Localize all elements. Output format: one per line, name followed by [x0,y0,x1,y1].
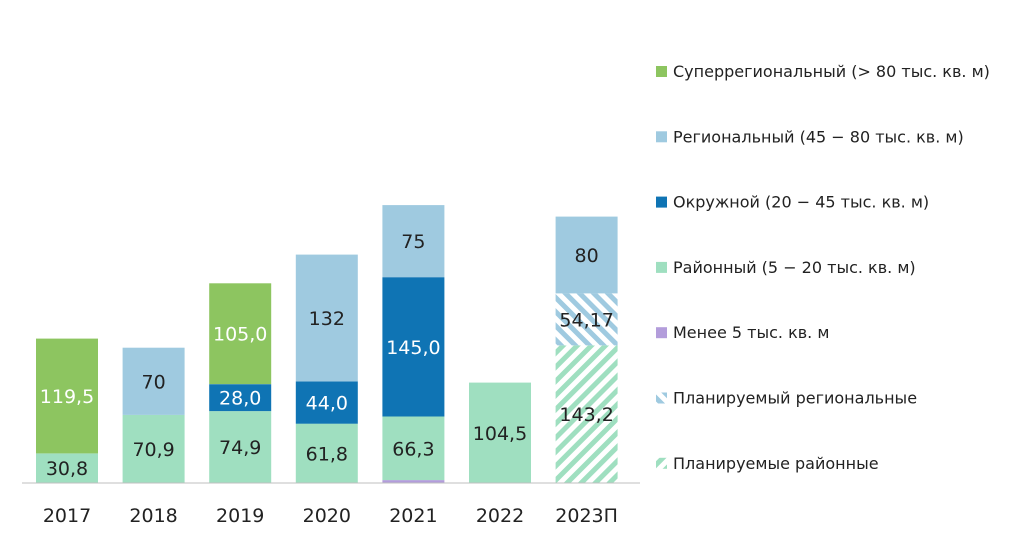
bar-district-2018 [122,414,185,483]
bar-regional-2023П [555,216,618,294]
legend: Суперрегиональный (> 80 тыс. кв. м) Регио… [656,62,990,473]
x-tick-labels-group: 2017 2018 2019 2020 2021 2022 2023П [43,505,618,527]
legend-label-district: Районный (5 − 20 тыс. кв. м) [673,258,916,277]
x-tick-label-2021: 2021 [389,505,437,527]
bar-district-2022 [469,382,531,483]
x-tick-label-2017: 2017 [43,505,91,527]
x-tick-label-2018: 2018 [129,505,177,527]
data-label-district-2017: 30,8 [46,458,88,480]
bar-small-2021 [382,480,445,483]
legend-swatch-regional [656,131,667,143]
legend-label-okrug: Окружной (20 − 45 тыс. кв. м) [673,193,929,212]
bar-okrug-2019 [209,384,272,412]
legend-swatch-planned_district [656,457,667,469]
x-tick-label-2020: 2020 [303,505,351,527]
bar-regional-2021 [382,205,445,278]
legend-swatch-superregional [656,66,667,77]
data-label-okrug-2021: 145,0 [386,337,440,359]
data-label-okrug-2020: 44,0 [306,393,348,415]
x-tick-label-2022: 2022 [476,505,524,527]
legend-label-planned_regional: Планируемый региональные [673,389,917,408]
bar-planned_regional-2023П [555,293,618,346]
data-labels-group: 30,8 119,5 70,9 70 74,9 28,0 105,0 61,8 44,0 132 6… [40,231,614,480]
data-label-planned_district-2023П: 143,2 [559,404,613,426]
legend-swatch-district [656,261,667,273]
bar-district-2017 [36,453,98,483]
data-label-regional-2018: 70 [142,371,166,393]
bar-district-2021 [382,416,445,481]
legend-swatch-planned_regional [656,392,667,404]
data-label-district-2018: 70,9 [132,439,174,461]
legend-swatch-okrug [656,196,667,208]
bar-okrug-2020 [295,381,358,424]
data-label-regional-2023П: 80 [575,245,599,267]
data-label-district-2022: 104,5 [473,423,527,445]
data-label-district-2021: 66,3 [392,438,434,460]
bar-regional-2018 [122,347,185,415]
x-tick-label-2019: 2019 [216,505,264,527]
bar-superregional-2019 [209,283,272,385]
bar-district-2020 [295,423,358,483]
data-label-okrug-2019: 28,0 [219,388,261,410]
bar-superregional-2017 [36,338,98,454]
legend-label-planned_district: Планируемые районные [673,454,879,473]
legend-label-small: Менее 5 тыс. кв. м [673,323,829,342]
x-tick-label-2023П: 2023П [555,505,618,527]
data-label-superregional-2017: 119,5 [40,386,94,408]
bar-planned_district-2023П [555,345,618,483]
legend-swatch-small [656,327,667,339]
bar-okrug-2021 [382,277,445,417]
data-label-district-2020: 61,8 [306,443,348,465]
data-label-planned_regional-2023П: 54,17 [559,309,613,331]
legend-label-regional: Региональный (45 − 80 тыс. кв. м) [673,127,964,146]
data-label-superregional-2019: 105,0 [213,324,267,346]
bar-regional-2020 [295,254,358,382]
bar-district-2019 [209,411,272,483]
legend-label-superregional: Суперрегиональный (> 80 тыс. кв. м) [673,62,990,81]
data-label-regional-2021: 75 [401,231,425,253]
data-label-district-2019: 74,9 [219,437,261,459]
bars-group [36,205,618,483]
data-label-regional-2020: 132 [309,308,345,330]
